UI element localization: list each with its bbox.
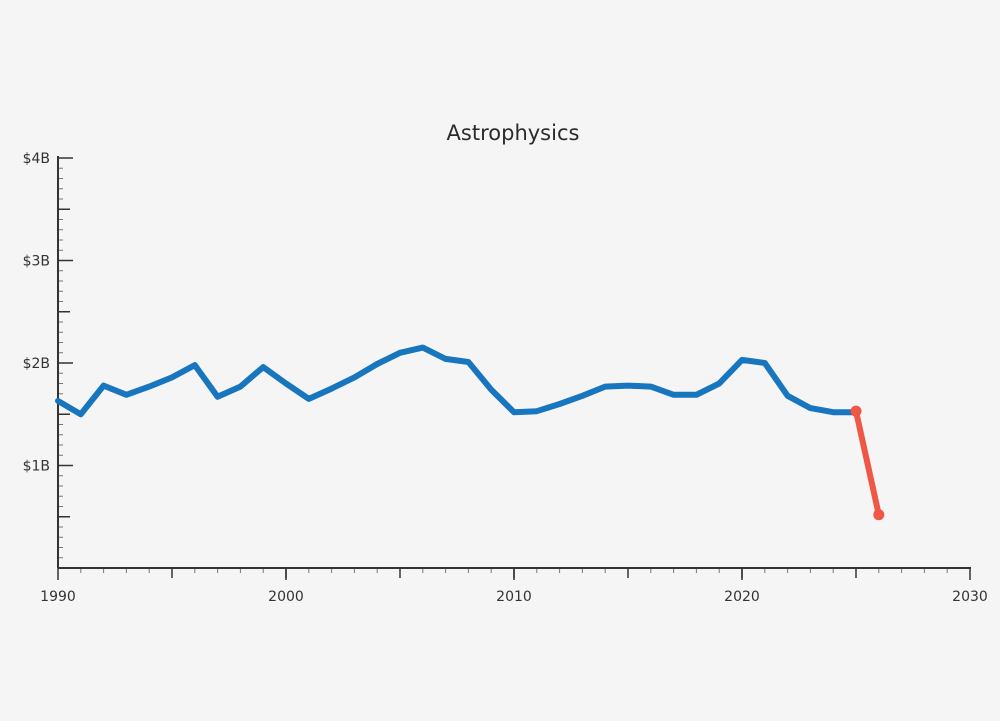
y-tick-label: $2B (23, 356, 50, 372)
data-point (873, 509, 885, 521)
x-tick-label: 1990 (40, 589, 76, 605)
x-tick-label: 2010 (496, 589, 532, 605)
x-tick-label: 2020 (724, 589, 760, 605)
y-tick-label: $1B (23, 459, 50, 475)
data-point (850, 405, 862, 417)
x-tick-label: 2000 (268, 589, 304, 605)
x-tick-label: 2030 (952, 589, 988, 605)
y-tick-label: $4B (23, 151, 50, 167)
chart-title: Astrophysics (447, 121, 580, 145)
axes: $1B $2B $3B $4B 1990 2000 2010 2020 2030 (23, 151, 988, 605)
series-line-historical (55, 344, 859, 418)
series-layer (55, 344, 885, 521)
y-tick-label: $3B (23, 254, 50, 270)
series-line-projection (853, 408, 882, 518)
